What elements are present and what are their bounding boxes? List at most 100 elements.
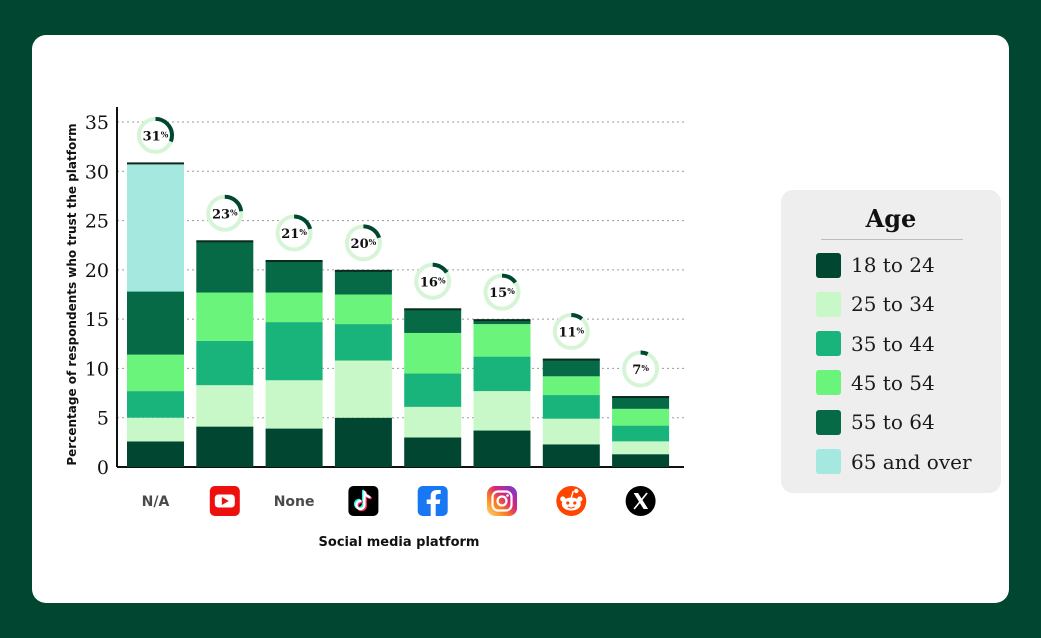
facebook-icon: [417, 486, 448, 516]
y-tick-label: 10: [85, 358, 109, 380]
reddit-icon-ear: [577, 496, 583, 502]
stacked-bar-chart: 0 5 10 15 20 25 30 35 Percentage of respondents …: [65, 107, 684, 550]
total-label-suffix: %: [438, 275, 446, 285]
bar-segment: [473, 320, 531, 325]
bar-segment: [542, 444, 600, 467]
x-icon-slash: [633, 492, 648, 510]
legend-swatch: [816, 291, 841, 317]
bar-segment: [127, 417, 184, 442]
y-tick-label: 35: [85, 112, 109, 134]
x-axis-title: Social media platform: [319, 535, 480, 550]
bar-top-edge: [612, 396, 670, 399]
legend: Age 18 to 24 25 to 34 35 to 44 45 to 54 55 t…: [781, 190, 1001, 493]
legend-item: 18 to 24: [816, 252, 935, 278]
bar-segment: [404, 332, 462, 374]
legend-swatch: [816, 331, 841, 357]
bar-top-edge: [127, 162, 184, 165]
youtube-icon-play: [221, 497, 229, 505]
bar-segment: [612, 441, 670, 455]
facebook-icon-f: [426, 490, 441, 516]
bar-segment: [196, 426, 254, 467]
legend-label: 65 and over: [851, 449, 972, 474]
legend-label: 55 to 64: [851, 410, 935, 435]
bar-segment: [542, 418, 600, 445]
total-ring-progress: [206, 194, 244, 232]
bar-segment: [473, 430, 531, 467]
total-ring-progress: [552, 313, 590, 351]
total-label-suffix: %: [230, 207, 238, 217]
x-icon: [625, 486, 656, 516]
youtube-icon: [209, 486, 240, 516]
legend-item: 25 to 34: [816, 291, 935, 317]
bar-segment: [473, 356, 531, 392]
y-axis-title: Percentage of respondents who trust the …: [65, 123, 79, 465]
instagram-icon-frame: [491, 490, 513, 512]
bar-segment: [612, 454, 670, 467]
reddit-icon-eye: [566, 501, 570, 505]
y-tick-label: 25: [85, 211, 109, 233]
bar-segment: [127, 391, 184, 418]
bar-segment: [473, 391, 531, 431]
bar-segment: [265, 292, 323, 323]
y-tick-label: 20: [85, 260, 109, 282]
reddit-icon-stalk: [570, 490, 574, 498]
bar-segment: [127, 291, 184, 355]
reddit-icon-mouth: [567, 506, 576, 509]
bar-segment: [265, 260, 323, 293]
bar-segment: [542, 395, 600, 419]
legend-label: 35 to 44: [851, 331, 935, 356]
legend-item: 45 to 54: [816, 370, 935, 396]
bar-segment: [404, 373, 462, 407]
bar-segment: [612, 408, 670, 426]
total-label-suffix: %: [369, 237, 377, 247]
bar-top-edge: [542, 358, 600, 361]
bar-segment: [334, 294, 392, 325]
y-tick-label: 0: [97, 457, 109, 479]
total-label-suffix: %: [507, 286, 515, 296]
bar-segment: [127, 354, 184, 392]
bar-segment: [196, 292, 254, 341]
bar-segment: [334, 324, 392, 361]
bar-segment: [196, 241, 254, 293]
x-tick-label: N/A: [142, 494, 170, 510]
total-label-suffix: %: [577, 326, 585, 336]
y-tick-label: 5: [97, 408, 109, 430]
reddit-icon-eye: [573, 501, 577, 505]
legend-divider: [821, 239, 963, 240]
y-tick-label: 15: [85, 309, 109, 331]
bar-segment: [196, 385, 254, 427]
bar-segment: [334, 270, 392, 295]
bar-segment: [612, 397, 670, 409]
bar-segment: [127, 163, 184, 292]
tiktok-icon: [348, 486, 379, 516]
legend-title: Age: [865, 204, 917, 233]
bar-segment: [334, 417, 392, 467]
legend-item: 55 to 64: [816, 409, 935, 435]
bar-segment: [404, 406, 462, 438]
bar-segment: [612, 425, 670, 442]
total-ring-progress: [483, 273, 521, 311]
bar-segment: [473, 324, 531, 357]
bar-segment: [196, 340, 254, 386]
instagram-icon-dot: [506, 494, 509, 497]
bar-segment: [404, 309, 462, 333]
legend-swatch: [816, 449, 841, 474]
instagram-icon: [487, 486, 517, 516]
legend-item: 65 and over: [816, 449, 972, 475]
total-ring-progress: [414, 262, 452, 300]
y-tick-label: 30: [85, 161, 109, 183]
legend-swatch: [816, 409, 841, 435]
legend-label: 18 to 24: [851, 253, 935, 277]
legend-swatch: [816, 370, 841, 396]
bar-top-edge: [404, 308, 462, 311]
bar-segment: [265, 322, 323, 381]
legend-swatch: [816, 252, 841, 278]
total-label-suffix: %: [161, 129, 169, 139]
x-tick-label: None: [274, 494, 315, 510]
bar-top-edge: [196, 240, 254, 243]
bar-top-edge: [334, 269, 392, 272]
total-label-suffix: %: [641, 363, 649, 373]
reddit-icon: [556, 486, 587, 516]
bar-segment: [404, 437, 462, 467]
tiktok-icon-note: [355, 490, 371, 511]
